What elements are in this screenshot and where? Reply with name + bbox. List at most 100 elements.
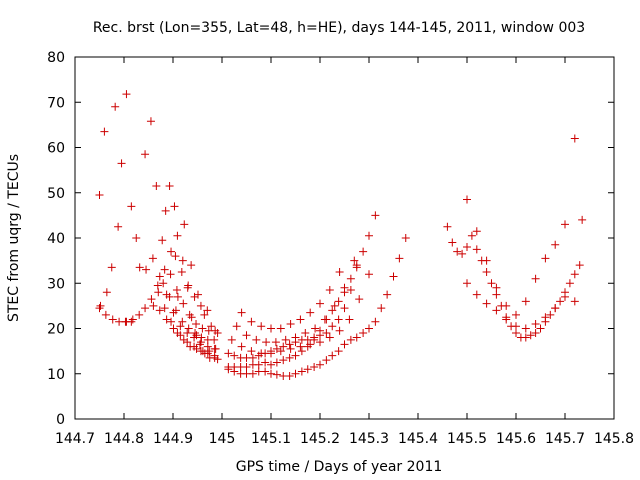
y-tick-label: 60 xyxy=(47,141,65,157)
data-point xyxy=(178,256,187,265)
data-point xyxy=(325,286,334,295)
data-point xyxy=(108,315,117,324)
data-point xyxy=(561,220,569,229)
data-point xyxy=(346,274,355,283)
data-point xyxy=(180,220,189,229)
data-point xyxy=(350,256,359,265)
data-point xyxy=(561,292,569,301)
y-axis-ticks: 0 10 20 30 40 50 60 70 80 xyxy=(47,50,614,428)
data-point xyxy=(316,299,324,308)
data-point xyxy=(310,362,319,371)
data-point xyxy=(190,333,199,342)
data-point xyxy=(142,265,151,274)
y-tick-label: 10 xyxy=(47,367,65,383)
data-point xyxy=(210,335,219,344)
data-point xyxy=(165,181,174,190)
data-point xyxy=(352,333,361,342)
data-point xyxy=(297,347,306,356)
data-point xyxy=(311,324,320,333)
data-point xyxy=(551,240,560,249)
data-point xyxy=(316,360,324,369)
data-point xyxy=(242,362,251,371)
data-point xyxy=(170,202,179,211)
data-point xyxy=(296,315,305,324)
data-point xyxy=(127,317,136,326)
data-point xyxy=(325,333,334,342)
data-point xyxy=(247,347,256,356)
x-tick-label: 145.3 xyxy=(349,431,389,447)
data-point xyxy=(463,279,471,288)
y-tick-label: 40 xyxy=(47,231,65,247)
data-point xyxy=(141,304,150,313)
data-point xyxy=(546,310,555,319)
data-point xyxy=(306,308,315,317)
data-point xyxy=(531,319,540,328)
data-point xyxy=(279,356,288,365)
data-point xyxy=(565,279,574,288)
data-point xyxy=(541,254,550,263)
data-point xyxy=(172,286,181,295)
data-point xyxy=(169,324,178,333)
plot-frame xyxy=(74,56,615,420)
data-point xyxy=(230,351,239,360)
data-point xyxy=(291,351,300,360)
data-point xyxy=(346,286,355,295)
data-point xyxy=(359,247,368,256)
data-point xyxy=(95,191,104,200)
data-point xyxy=(135,263,144,272)
x-axis-label: GPS time / Days of year 2011 xyxy=(236,459,443,475)
data-point xyxy=(310,333,319,342)
data-point xyxy=(173,231,182,240)
data-point xyxy=(463,243,471,252)
data-point xyxy=(114,222,123,231)
data-point xyxy=(257,349,266,358)
data-point xyxy=(328,306,337,315)
data-point xyxy=(458,249,467,258)
data-point xyxy=(463,195,471,204)
data-point xyxy=(355,295,364,304)
data-point xyxy=(191,329,200,338)
data-point xyxy=(193,290,202,299)
data-point xyxy=(200,310,209,319)
data-point xyxy=(161,206,170,215)
data-point xyxy=(95,304,104,313)
data-point xyxy=(328,351,337,360)
data-point xyxy=(178,317,187,326)
data-point xyxy=(267,369,275,378)
data-point xyxy=(247,317,256,326)
data-point xyxy=(359,329,368,338)
data-point xyxy=(167,247,176,256)
data-point xyxy=(531,329,540,338)
x-tick-label: 145.7 xyxy=(545,431,585,447)
data-point xyxy=(111,102,120,111)
data-point xyxy=(453,247,462,256)
y-tick-label: 0 xyxy=(56,412,65,428)
data-point xyxy=(340,340,349,349)
data-point xyxy=(227,335,236,344)
data-point xyxy=(472,290,481,299)
data-point xyxy=(237,308,246,317)
data-point xyxy=(389,272,398,281)
data-point xyxy=(395,254,404,263)
data-point xyxy=(186,342,195,351)
data-point xyxy=(179,299,188,308)
data-point xyxy=(232,322,241,331)
data-point xyxy=(443,222,452,231)
data-point xyxy=(303,365,312,374)
data-point xyxy=(340,304,349,313)
data-point xyxy=(117,159,126,168)
data-point xyxy=(512,329,520,338)
y-tick-label: 70 xyxy=(47,95,65,111)
data-point xyxy=(575,261,584,270)
data-point xyxy=(162,315,171,324)
data-point xyxy=(248,353,257,362)
data-point xyxy=(252,335,261,344)
x-tick-label: 145 xyxy=(209,431,236,447)
data-point xyxy=(276,324,285,333)
data-point xyxy=(179,335,188,344)
y-tick-label: 50 xyxy=(47,186,65,202)
data-point xyxy=(276,347,285,356)
data-point xyxy=(279,342,288,351)
x-tick-label: 145.4 xyxy=(398,431,438,447)
